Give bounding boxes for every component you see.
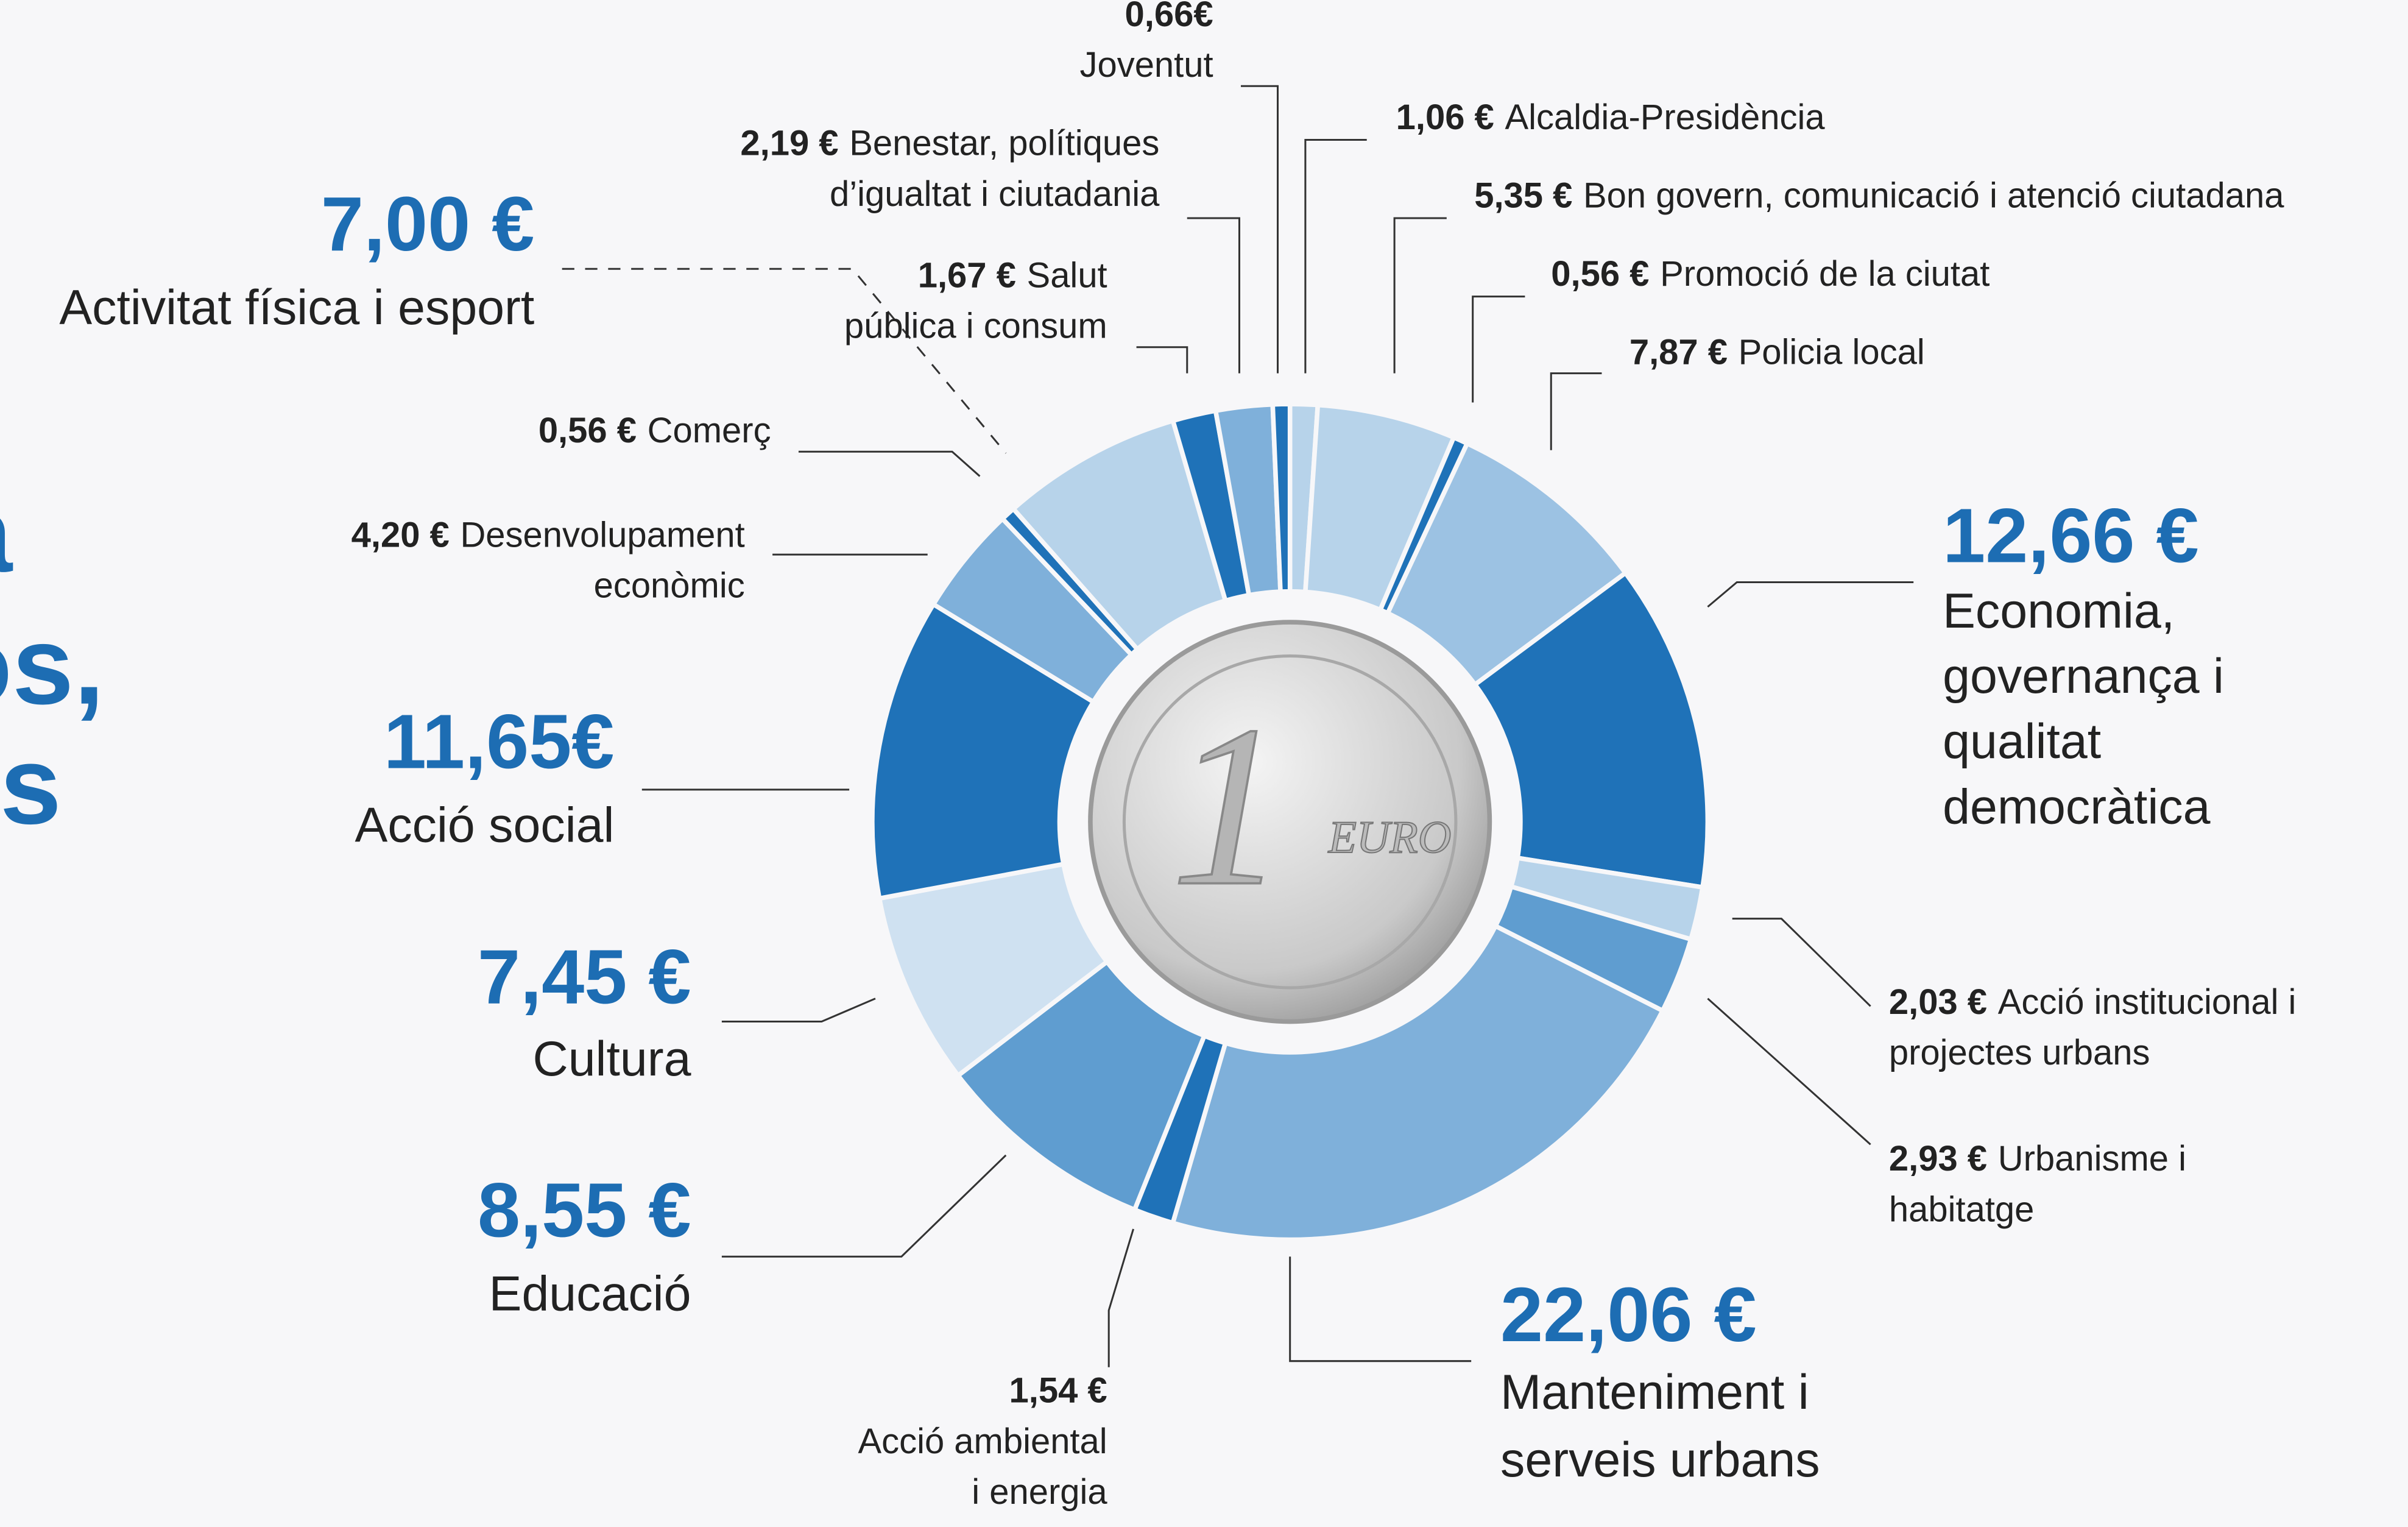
segment-label: 7,87 € Policia local	[1629, 333, 1925, 372]
category-label: Acció institucional i	[1998, 983, 2297, 1022]
segment-label: 5,35 € Bon govern, comunicació i atenció …	[1474, 176, 2284, 215]
value-label: 1,54 €	[1009, 1372, 1107, 1411]
category-label: Acció ambiental	[858, 1422, 1107, 1461]
segment-label: 2,19 € Benestar, polítiques	[740, 124, 1159, 163]
segment-label: 4,20 € Desenvolupament	[351, 516, 745, 555]
segment-label: 2,93 € Urbanisme i	[1889, 1139, 2186, 1178]
value-label: 2,03 €	[1889, 983, 1987, 1022]
category-label: projectes urbans	[1889, 1033, 2150, 1072]
value-label: 8,55 €	[478, 1167, 691, 1253]
segment-label: 1,67 € Salut	[918, 256, 1107, 295]
category-label: democràtica	[1943, 779, 2210, 834]
value-label: 12,66 €	[1943, 493, 2199, 579]
category-label: Cultura	[532, 1032, 691, 1086]
category-label: Benestar, polítiques	[849, 124, 1159, 163]
value-label: 1,67 €	[918, 256, 1016, 295]
value-label: 7,00 €	[321, 181, 534, 267]
value-label: 0,56 €	[1551, 255, 1649, 294]
category-label: governança i	[1943, 649, 2224, 704]
value-label: 11,65€	[384, 699, 615, 785]
category-label: Joventut	[1079, 46, 1213, 85]
value-label: 5,35 €	[1474, 176, 1572, 215]
category-label: habitatge	[1889, 1190, 2035, 1229]
coin-digit: 1	[1171, 678, 1286, 934]
category-label: econòmic	[594, 567, 745, 606]
category-label: i energia	[972, 1473, 1107, 1512]
category-label: Urbanisme i	[1998, 1139, 2186, 1178]
category-label: pública i consum	[844, 307, 1107, 346]
value-label: 0,66€	[1125, 0, 1213, 34]
category-label: Alcaldia-Presidència	[1505, 98, 1825, 137]
value-label: 7,45 €	[478, 934, 691, 1019]
category-label: serveis urbans	[1500, 1433, 1820, 1487]
category-label: qualitat	[1943, 714, 2101, 769]
segment-label: 2,03 € Acció institucional i	[1889, 983, 2297, 1022]
segment-label: 0,56 € Comerç	[538, 411, 771, 450]
value-label: 22,06 €	[1500, 1272, 1757, 1358]
value-label: 0,56 €	[538, 411, 637, 450]
chart: a os, s 1 EURO 1,06 € Alcaldia-Presidènci…	[0, 0, 2408, 1527]
page: a os, s 1 EURO 1,06 € Alcaldia-Presidènci…	[0, 0, 2408, 1527]
heading-fragment: os,	[0, 604, 104, 728]
coin: 1 EURO	[1090, 622, 1489, 1021]
value-label: 4,20 €	[351, 516, 450, 555]
category-label: Comerç	[648, 411, 771, 450]
heading-fragment: a	[0, 472, 13, 595]
category-label: Desenvolupament	[460, 516, 744, 555]
category-label: Salut	[1027, 256, 1107, 295]
category-label: Manteniment i	[1500, 1365, 1809, 1420]
value-label: 2,19 €	[740, 124, 838, 163]
value-label: 1,06 €	[1396, 98, 1494, 137]
value-label: 7,87 €	[1629, 333, 1728, 372]
category-label: d’igualtat i ciutadania	[830, 175, 1160, 214]
segment-label: 1,06 € Alcaldia-Presidència	[1396, 98, 1826, 137]
category-label: Economia,	[1943, 584, 2175, 639]
category-label: Promoció de la ciutat	[1660, 255, 1990, 294]
category-label: Activitat física i esport	[59, 280, 534, 335]
category-label: Bon govern, comunicació i atenció ciutad…	[1583, 176, 2284, 215]
heading-fragment: s	[0, 724, 62, 847]
value-label: 2,93 €	[1889, 1139, 1987, 1178]
category-label: Policia local	[1739, 333, 1925, 372]
segment-label: 0,56 € Promoció de la ciutat	[1551, 255, 1990, 294]
category-label: Acció social	[355, 798, 615, 853]
coin-label: EURO	[1328, 812, 1452, 863]
category-label: Educació	[489, 1266, 691, 1321]
